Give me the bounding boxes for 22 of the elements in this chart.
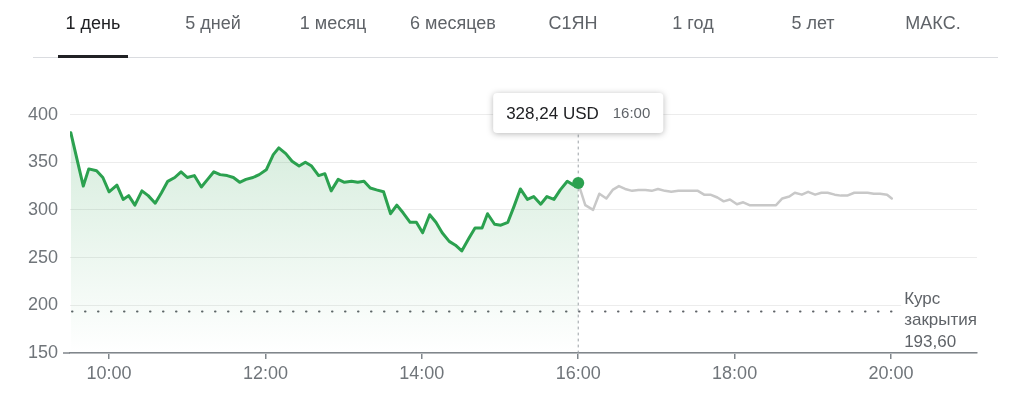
x-tick-label: 18:00 xyxy=(712,362,758,383)
y-tick-label: 150 xyxy=(27,341,58,362)
y-tick-label: 350 xyxy=(27,151,58,172)
annotation: 328,24 USD 16:00 xyxy=(506,103,651,123)
y-tick-label: 400 xyxy=(27,103,58,124)
x-tick-label: 20:00 xyxy=(868,362,914,383)
y-tick-label: 250 xyxy=(27,246,58,267)
text: МАКС. xyxy=(905,12,961,35)
x-tick-label: 14:00 xyxy=(399,362,445,383)
text: 5 дней xyxy=(185,12,241,35)
x-tick-label: 12:00 xyxy=(242,362,288,383)
text: 5 лет xyxy=(791,12,835,35)
text: 1 день xyxy=(65,12,121,35)
text: 6 месяцев xyxy=(410,12,496,35)
y-tick-label: 200 xyxy=(27,294,58,315)
text: 1 год xyxy=(672,12,714,35)
x-tick-label: 10:00 xyxy=(86,362,132,383)
y-tick-label: 300 xyxy=(27,198,58,219)
text: 1 месяц xyxy=(299,12,367,35)
ref-line-label: Курс закрытия 193,60 xyxy=(904,288,978,351)
text: С1ЯН xyxy=(548,12,598,35)
x-tick-label: 16:00 xyxy=(555,362,601,383)
